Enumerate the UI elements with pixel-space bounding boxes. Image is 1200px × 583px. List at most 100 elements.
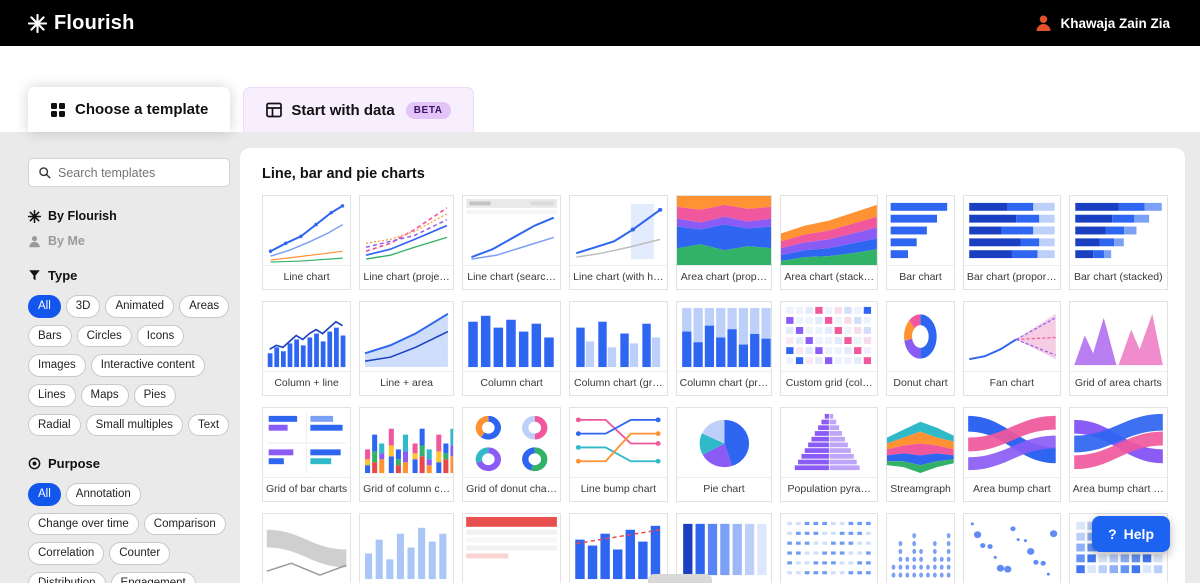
filter-pill-small-multiples[interactable]: Small multiples bbox=[85, 413, 183, 437]
template-card[interactable]: Grid of donut cha… bbox=[462, 407, 562, 502]
template-card[interactable] bbox=[359, 513, 455, 583]
template-thumbnail bbox=[1069, 408, 1167, 478]
template-card[interactable]: Grid of area charts bbox=[1068, 301, 1168, 396]
template-card[interactable]: Population pyra… bbox=[780, 407, 879, 502]
template-thumbnail bbox=[263, 408, 351, 478]
template-card[interactable]: Line chart (with h… bbox=[569, 195, 668, 290]
template-card[interactable]: Line + area bbox=[359, 301, 455, 396]
template-card[interactable]: Line bump chart bbox=[569, 407, 668, 502]
filter-pill-interactive-content[interactable]: Interactive content bbox=[90, 354, 205, 377]
template-thumbnail bbox=[781, 514, 878, 583]
tab-choose-template[interactable]: Choose a template bbox=[28, 87, 231, 132]
template-card[interactable]: Pie chart bbox=[675, 407, 773, 502]
template-label: Grid of bar charts bbox=[266, 483, 348, 495]
owner-label: By Me bbox=[48, 234, 85, 248]
tab-label: Start with data bbox=[291, 101, 395, 119]
template-label: Grid of donut cha… bbox=[466, 483, 558, 495]
template-card[interactable]: Fan chart bbox=[962, 301, 1061, 396]
template-thumbnail bbox=[963, 196, 1060, 266]
template-card[interactable]: Custom grid (col… bbox=[780, 301, 879, 396]
filter-pill-maps[interactable]: Maps bbox=[80, 383, 129, 407]
filter-pill-bars[interactable]: Bars bbox=[28, 324, 72, 348]
filter-pill-comparison[interactable]: Comparison bbox=[143, 512, 226, 536]
template-card[interactable] bbox=[262, 513, 352, 583]
top-bar: Flourish Khawaja Zain Zia bbox=[0, 0, 1200, 46]
filter-pill-engagement[interactable]: Engagement bbox=[110, 572, 196, 583]
template-card[interactable]: Column + line bbox=[262, 301, 352, 396]
filter-pill-icons[interactable]: Icons bbox=[136, 324, 185, 348]
template-label: Area chart (stack… bbox=[784, 271, 875, 283]
template-card[interactable]: Grid of column c… bbox=[359, 407, 455, 502]
filter-pill-distribution[interactable]: Distribution bbox=[28, 572, 106, 583]
help-button[interactable]: ? Help bbox=[1092, 516, 1170, 552]
template-label: Line + area bbox=[380, 377, 434, 389]
template-card[interactable]: Area bump chart bbox=[962, 407, 1061, 502]
filter-by-me[interactable]: By Me bbox=[28, 234, 230, 248]
filter-pill-counter[interactable]: Counter bbox=[109, 542, 171, 566]
template-card[interactable] bbox=[962, 513, 1061, 583]
template-card[interactable]: Bar chart (propor… bbox=[962, 195, 1061, 290]
template-thumbnail bbox=[463, 408, 561, 478]
filter-pill-text[interactable]: Text bbox=[187, 413, 230, 437]
scroll-indicator[interactable] bbox=[648, 574, 712, 583]
template-label: Custom grid (col… bbox=[785, 377, 873, 389]
filter-pill-images[interactable]: Images bbox=[28, 354, 86, 377]
filter-pill-radial[interactable]: Radial bbox=[28, 413, 81, 437]
filter-pill-group: All Annotation Change over time Comparison C… bbox=[28, 483, 230, 583]
template-card[interactable] bbox=[886, 513, 955, 583]
template-card[interactable] bbox=[462, 513, 562, 583]
template-card[interactable]: Area chart (prop… bbox=[675, 195, 773, 290]
help-label: Help bbox=[1123, 526, 1154, 542]
filter-pill-pies[interactable]: Pies bbox=[133, 383, 176, 407]
templates-panel: Line, bar and pie charts Line chart Line … bbox=[240, 148, 1185, 583]
template-card[interactable]: Bar chart (stacked) bbox=[1068, 195, 1168, 290]
filter-pill-animated[interactable]: Animated bbox=[105, 295, 175, 318]
template-card[interactable]: Column chart (pr… bbox=[675, 301, 773, 396]
template-card[interactable] bbox=[675, 513, 773, 583]
template-thumbnail bbox=[676, 408, 772, 478]
content-area: By Flourish By Me TypeAll3DAnimatedAreas… bbox=[0, 132, 1200, 583]
template-card[interactable]: Column chart (gr… bbox=[569, 301, 668, 396]
filter-pill-circles[interactable]: Circles bbox=[76, 324, 132, 348]
brand-logo[interactable]: Flourish bbox=[28, 12, 135, 35]
filter-pill-annotation[interactable]: Annotation bbox=[65, 483, 141, 506]
template-card[interactable]: Line chart (proje… bbox=[359, 195, 455, 290]
filter-pill-all[interactable]: All bbox=[28, 483, 61, 506]
template-card[interactable]: Streamgraph bbox=[886, 407, 955, 502]
template-label: Area chart (prop… bbox=[680, 271, 768, 283]
search-box[interactable] bbox=[28, 158, 230, 187]
template-thumbnail bbox=[360, 514, 454, 583]
template-card[interactable]: Column chart bbox=[462, 301, 562, 396]
filter-pill-group: All 3D Animated Areas Bars Circles Icons Images… bbox=[28, 295, 230, 437]
filter-pill-correlation[interactable]: Correlation bbox=[28, 542, 105, 566]
search-input[interactable] bbox=[58, 165, 220, 180]
filter-section-title: Type bbox=[28, 268, 230, 283]
filter-pill-3d[interactable]: 3D bbox=[65, 295, 101, 318]
tab-start-with-data[interactable]: Start with data BETA bbox=[243, 87, 474, 132]
filter-pill-change-over-time[interactable]: Change over time bbox=[28, 512, 139, 536]
template-label: Donut chart bbox=[893, 377, 948, 389]
template-thumbnail bbox=[570, 302, 667, 372]
template-card[interactable]: Line chart (searc… bbox=[462, 195, 562, 290]
template-card[interactable]: Area chart (stack… bbox=[780, 195, 879, 290]
filter-pill-lines[interactable]: Lines bbox=[28, 383, 76, 407]
template-grid: Line chart Line chart (proje… Line chart (… bbox=[262, 195, 1168, 583]
template-card[interactable]: Grid of bar charts bbox=[262, 407, 352, 502]
template-label: Bar chart (stacked) bbox=[1073, 271, 1163, 283]
user-menu[interactable]: Khawaja Zain Zia bbox=[1036, 15, 1170, 32]
template-card[interactable]: Donut chart bbox=[886, 301, 955, 396]
template-card[interactable]: Line chart bbox=[262, 195, 352, 290]
template-card[interactable]: Area bump chart … bbox=[1068, 407, 1168, 502]
question-icon: ? bbox=[1108, 526, 1117, 542]
template-thumbnail bbox=[570, 408, 667, 478]
section-title: Line, bar and pie charts bbox=[262, 166, 425, 182]
template-thumbnail bbox=[263, 514, 351, 583]
filter-by-flourish[interactable]: By Flourish bbox=[28, 209, 230, 223]
template-thumbnail bbox=[570, 514, 667, 583]
filter-pill-areas[interactable]: Areas bbox=[179, 295, 230, 318]
template-card[interactable]: Bar chart bbox=[886, 195, 955, 290]
template-card[interactable] bbox=[569, 513, 668, 583]
template-card[interactable] bbox=[780, 513, 879, 583]
template-thumbnail bbox=[676, 514, 772, 583]
filter-pill-all[interactable]: All bbox=[28, 295, 61, 318]
